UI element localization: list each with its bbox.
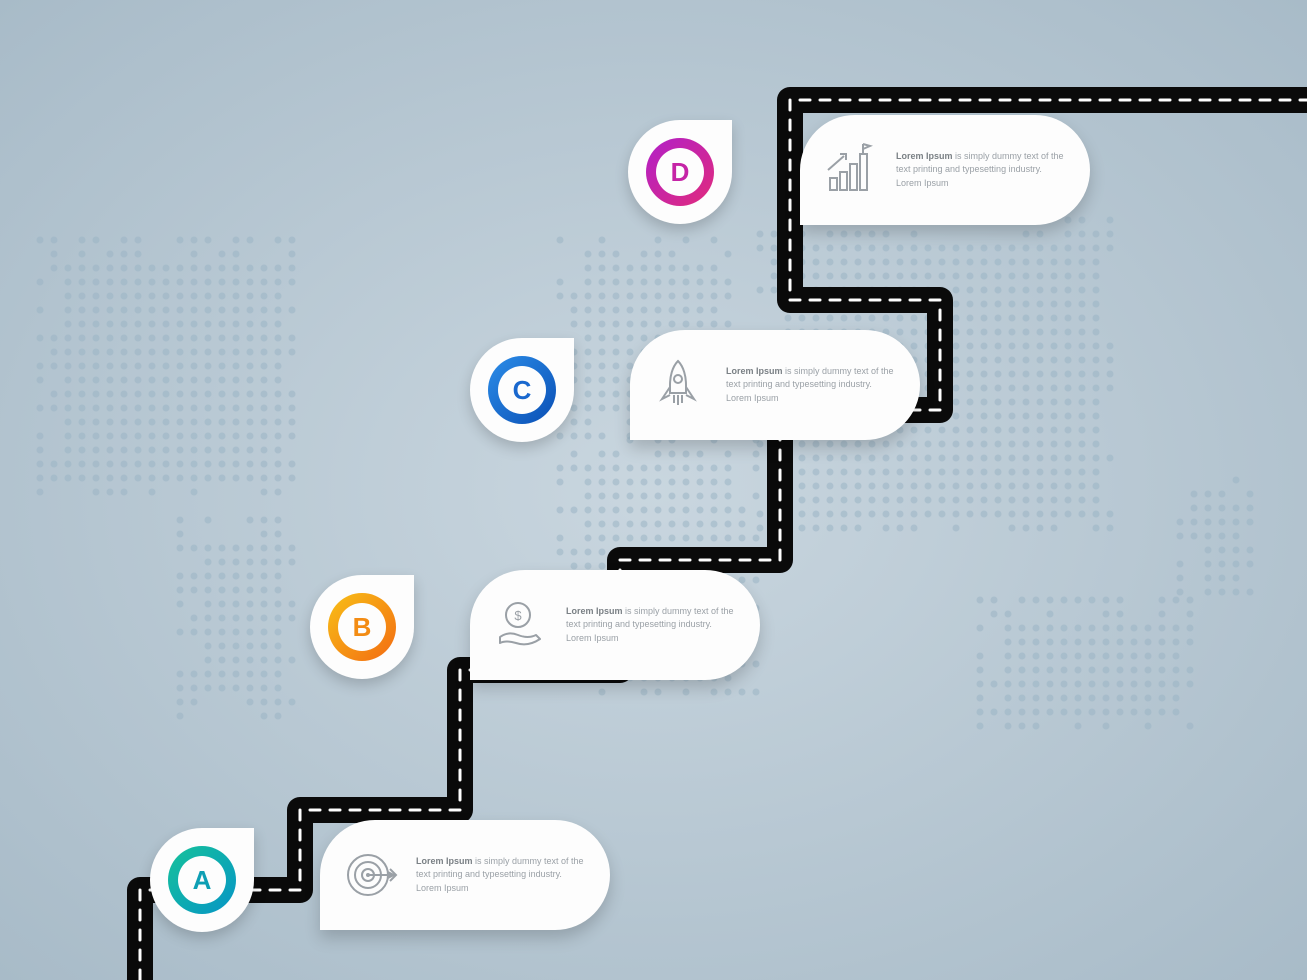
- step-title: Lorem Ipsum: [896, 151, 953, 161]
- step-text: Lorem Ipsum is simply dummy text of the …: [416, 855, 586, 894]
- step-text: Lorem Ipsum is simply dummy text of the …: [566, 605, 736, 644]
- hand-coin-icon: [488, 595, 548, 655]
- step-card-a: Lorem Ipsum is simply dummy text of the …: [320, 820, 610, 930]
- step-badge-d: D: [628, 120, 732, 224]
- growth-chart-icon: [818, 140, 878, 200]
- step-letter: D: [671, 157, 690, 188]
- step-title: Lorem Ipsum: [726, 366, 783, 376]
- step-card-b: Lorem Ipsum is simply dummy text of the …: [470, 570, 760, 680]
- step-card-d: Lorem Ipsum is simply dummy text of the …: [800, 115, 1090, 225]
- step-badge-b: B: [310, 575, 414, 679]
- step-letter: A: [193, 865, 212, 896]
- step-title: Lorem Ipsum: [416, 856, 473, 866]
- step-title: Lorem Ipsum: [566, 606, 623, 616]
- step-text: Lorem Ipsum is simply dummy text of the …: [726, 365, 896, 404]
- step-badge-c: C: [470, 338, 574, 442]
- target-icon: [338, 845, 398, 905]
- step-letter: C: [513, 375, 532, 406]
- step-card-c: Lorem Ipsum is simply dummy text of the …: [630, 330, 920, 440]
- step-text: Lorem Ipsum is simply dummy text of the …: [896, 150, 1066, 189]
- step-badge-a: A: [150, 828, 254, 932]
- step-letter: B: [353, 612, 372, 643]
- rocket-icon: [648, 355, 708, 415]
